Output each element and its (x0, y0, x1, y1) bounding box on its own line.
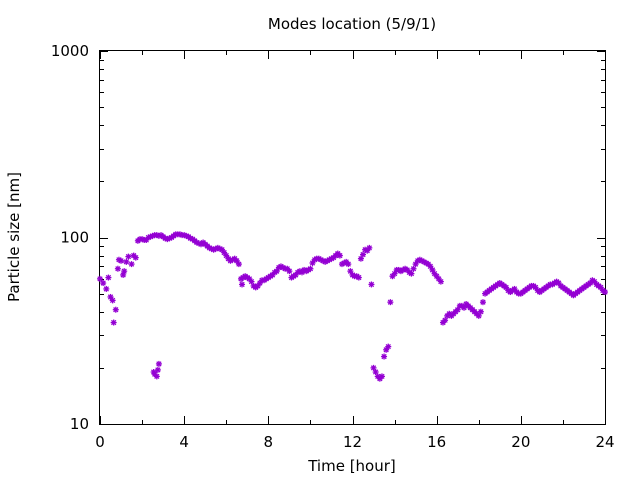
x-tick-label: 16 (427, 433, 446, 451)
data-point (385, 343, 392, 350)
y-axis: 10 100 1000 (51, 42, 605, 433)
data-point (355, 274, 362, 281)
data-point (602, 289, 608, 296)
x-tick-label: 0 (95, 433, 105, 451)
data-point (437, 278, 444, 285)
data-point (114, 265, 121, 272)
data-point (118, 257, 125, 264)
data-point (345, 261, 352, 268)
data-point (100, 280, 107, 287)
data-point (125, 253, 132, 260)
x-tick-label: 24 (595, 433, 614, 451)
data-point (132, 254, 139, 261)
data-points (97, 231, 608, 382)
data-point (121, 268, 128, 275)
chart-title: Modes location (5/9/1) (268, 15, 436, 33)
data-point (235, 261, 242, 268)
data-point (103, 285, 110, 292)
x-tick-label: 20 (511, 433, 530, 451)
data-point (248, 278, 255, 285)
data-point (128, 261, 135, 268)
data-point (105, 274, 112, 281)
y-tick-label: 10 (70, 415, 89, 433)
data-point (153, 373, 160, 380)
data-point (368, 281, 375, 288)
data-point (239, 281, 246, 288)
data-point (110, 319, 117, 326)
data-point (123, 258, 130, 265)
x-axis: 0 4 8 12 16 20 24 (95, 51, 615, 451)
data-point (477, 308, 484, 315)
data-point (336, 252, 343, 259)
data-point (366, 244, 373, 251)
data-point (154, 366, 161, 373)
data-point (378, 373, 385, 380)
data-point (112, 306, 119, 313)
data-point (360, 251, 367, 258)
y-axis-label: Particle size [nm] (5, 172, 23, 302)
y-tick-label: 1000 (51, 42, 89, 60)
plot-area-border (99, 50, 606, 425)
x-tick-label: 4 (179, 433, 189, 451)
x-tick-label: 12 (343, 433, 362, 451)
y-tick-label: 100 (60, 229, 89, 247)
data-point (286, 268, 293, 275)
data-point (381, 353, 388, 360)
data-point (408, 270, 415, 277)
x-tick-label: 8 (264, 433, 274, 451)
x-axis-label: Time [hour] (307, 457, 396, 475)
data-point (109, 297, 116, 304)
data-point (155, 360, 162, 367)
data-point (479, 299, 486, 306)
data-point (410, 265, 417, 272)
data-point (307, 265, 314, 272)
data-point (97, 275, 103, 282)
data-point (387, 299, 394, 306)
